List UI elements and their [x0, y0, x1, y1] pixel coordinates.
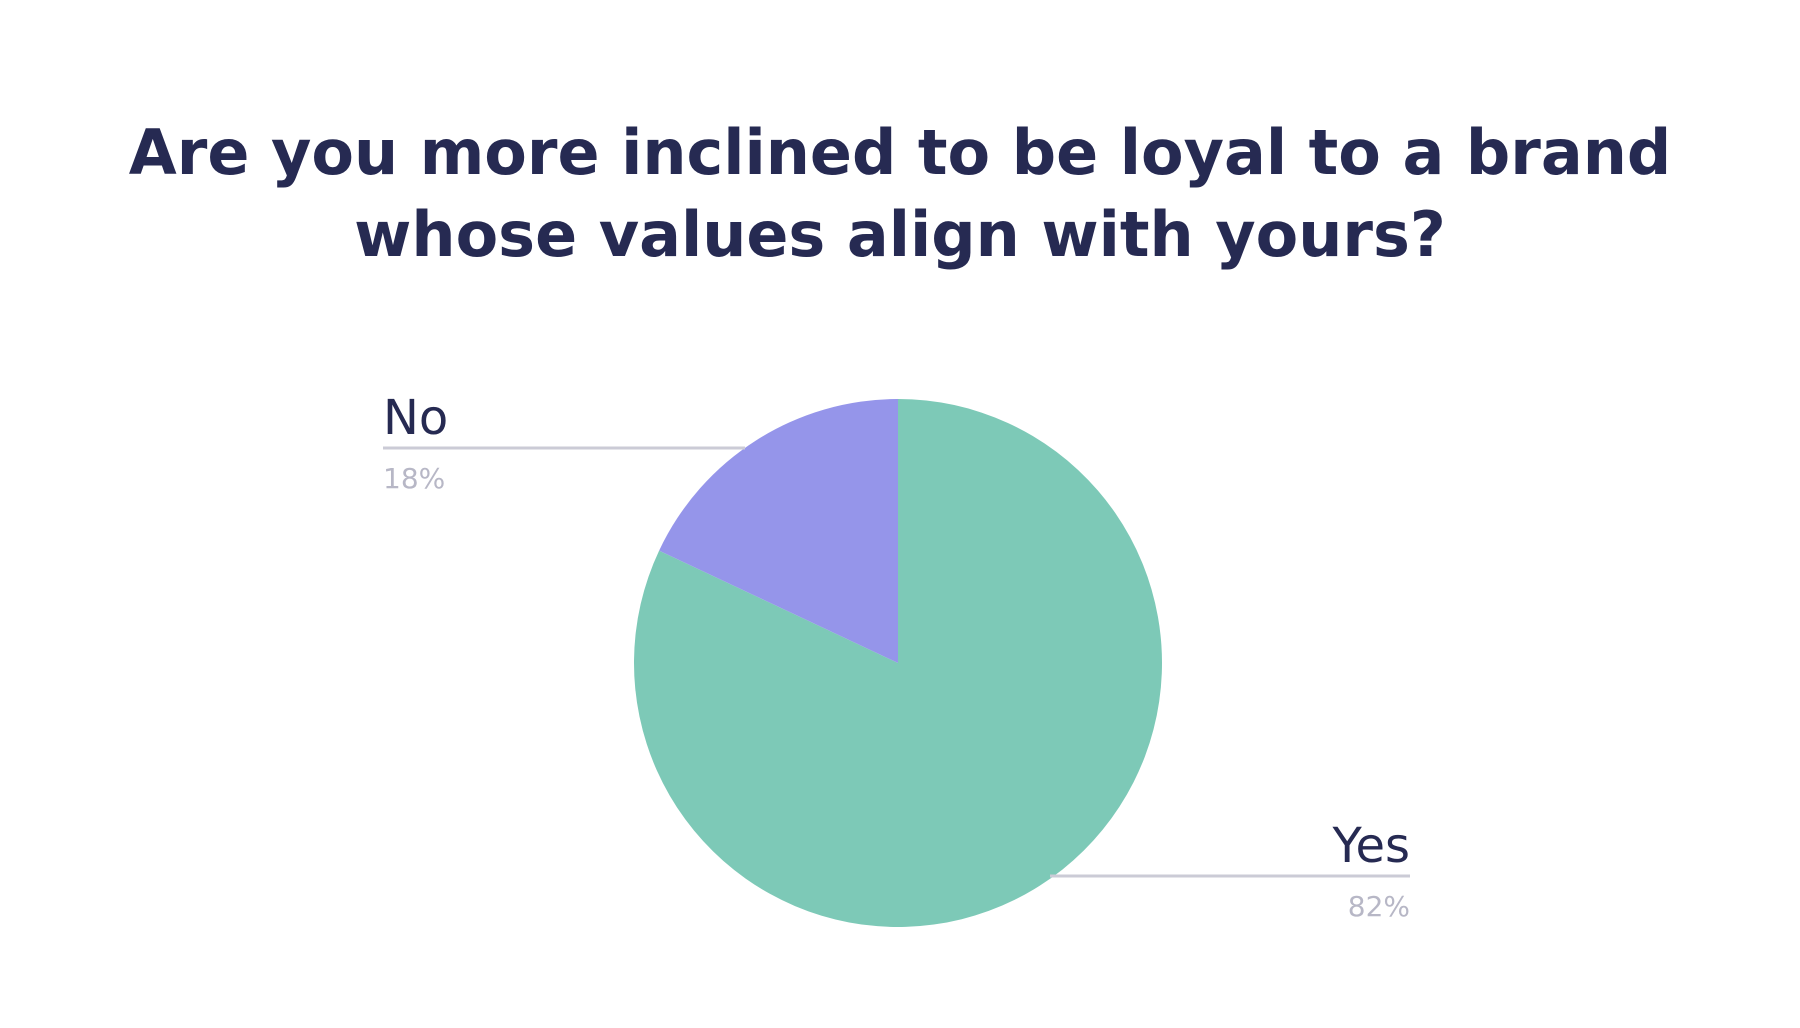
slice-label-no: No	[383, 390, 448, 446]
chart-title-line-1: Are you more inclined to be loyal to a b…	[128, 116, 1672, 189]
pie-slice-no	[659, 399, 898, 663]
slice-value-no: 18%	[383, 462, 445, 495]
slice-label-yes: Yes	[1332, 818, 1410, 874]
slice-value-yes: 82%	[1348, 890, 1410, 923]
chart-title: Are you more inclined to be loyal to a b…	[0, 112, 1800, 276]
pie-callouts: Yes 82% No 18%	[383, 390, 1410, 923]
pie-slices	[634, 399, 1162, 927]
chart-title-line-2: whose values align with yours?	[354, 198, 1446, 271]
